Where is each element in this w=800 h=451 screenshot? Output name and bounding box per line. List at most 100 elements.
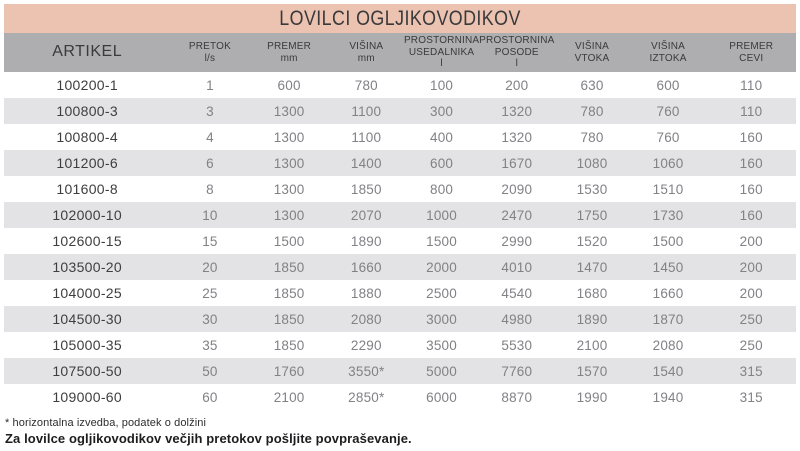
page-title: LOVILCI OGLJIKOVODIKOV (279, 6, 521, 30)
value-cell: 1100 (328, 98, 404, 124)
value-cell: 3000 (403, 306, 480, 332)
value-cell: 1060 (629, 150, 707, 176)
value-cell: 1400 (328, 150, 404, 176)
value-cell: 160 (706, 202, 796, 228)
value-cell: 300 (403, 98, 480, 124)
value-cell: 1500 (652, 233, 684, 249)
value-cell: 1320 (501, 129, 533, 145)
column-header-line: VTOKA (574, 52, 610, 64)
value-cell: 3 (170, 98, 250, 124)
value-cell: 1880 (350, 285, 382, 301)
artikel-cell: 102000-10 (4, 202, 171, 228)
value-cell: 30 (170, 306, 250, 332)
value-cell: 5530 (501, 337, 533, 353)
value-cell: 250 (739, 337, 763, 353)
footnote-horizontal-version: * horizontalna izvedba, podatek o dolžin… (5, 417, 207, 429)
value-cell: 315 (706, 358, 796, 384)
table-header-row: ARTIKEL PRETOK l/s PREMER mm VIŠINA mm PROSTORN… (4, 33, 796, 72)
value-cell: 15 (202, 233, 218, 249)
value-cell: 160 (739, 129, 763, 145)
column-header-line: mm (357, 52, 375, 64)
value-cell: 50 (170, 358, 250, 384)
value-cell: 1850 (350, 181, 382, 197)
column-header-line: USEDALNIKA (408, 46, 475, 58)
value-cell: 1940 (652, 389, 684, 405)
value-cell: 2850* (348, 389, 385, 405)
value-cell: 1890 (554, 306, 630, 332)
value-cell: 2100 (273, 389, 305, 405)
value-cell: 250 (706, 306, 796, 332)
value-cell: 1510 (652, 181, 684, 197)
value-cell: 1500 (426, 233, 457, 249)
column-header-premer: PREMER mm (249, 33, 329, 72)
column-header-line: VIŠINA (575, 40, 610, 52)
value-cell: 1470 (554, 254, 630, 280)
column-header-line: l (515, 58, 518, 70)
value-cell: 2100 (576, 337, 608, 353)
value-cell: 2990 (501, 233, 533, 249)
value-cell: 1870 (629, 306, 707, 332)
artikel-cell: 105000-35 (52, 337, 122, 353)
value-cell: 3500 (426, 337, 457, 353)
value-cell: 2290 (350, 337, 382, 353)
table-row: 102000-10 10 1300 2070 1000 2470 1750 1730 160 (4, 202, 796, 228)
column-header-artikel: ARTIKEL (4, 33, 171, 72)
value-cell: 2090 (501, 181, 533, 197)
column-header-line: l (440, 58, 443, 70)
column-header-line: PROSTORNINA (479, 34, 555, 46)
value-cell: 1300 (273, 129, 305, 145)
artikel-cell: 104000-25 (52, 285, 122, 301)
value-cell: 315 (739, 389, 763, 405)
value-cell: 760 (656, 129, 680, 145)
table-row: 101200-6 6 1300 1400 600 1670 1080 1060 160 (4, 150, 796, 176)
table-row: 109000-60 60 2100 2850* 6000 8870 1990 1940 315 (4, 384, 796, 410)
value-cell: 1540 (629, 358, 707, 384)
value-cell: 600 (403, 150, 480, 176)
value-cell: 1530 (576, 181, 608, 197)
footnote-inquiry: Za lovilce ogljikovodikov večjih pretoko… (5, 430, 412, 446)
footnotes: * horizontalna izvedba, podatek o dolžin… (4, 417, 796, 448)
value-cell: 110 (740, 77, 763, 93)
value-cell: 200 (505, 77, 529, 93)
column-header-visina-iztoka: VIŠINA IZTOKA (629, 33, 707, 72)
value-cell: 1660 (328, 254, 404, 280)
column-header-line: l/s (204, 52, 216, 64)
column-header-line: PRETOK (188, 40, 231, 52)
value-cell: 1300 (249, 150, 329, 176)
column-header-line: PREMER (267, 40, 312, 52)
column-header-line: CEVI (739, 52, 764, 64)
value-cell: 1500 (273, 233, 305, 249)
value-cell: 1300 (273, 181, 305, 197)
value-cell: 1300 (249, 98, 329, 124)
value-cell: 1660 (652, 285, 684, 301)
value-cell: 800 (429, 181, 454, 197)
column-header-line: IZTOKA (649, 52, 687, 64)
value-cell: 1000 (403, 202, 480, 228)
table-row: 101600-8 8 1300 1850 800 2090 1530 1510 160 (4, 176, 796, 202)
column-header-line: VIŠINA (651, 40, 686, 52)
artikel-cell: 102600-15 (52, 233, 122, 249)
table-row: 100200-1 1 600 780 100 200 630 600 110 (4, 72, 796, 98)
header-row: ARTIKEL PRETOK l/s PREMER mm VIŠINA mm PROSTORN… (4, 33, 796, 72)
artikel-cell: 107500-50 (4, 358, 171, 384)
table-row: 100800-4 4 1300 1100 400 1320 780 760 160 (4, 124, 796, 150)
column-header-visina: VIŠINA mm (328, 33, 404, 72)
value-cell: 8870 (501, 389, 533, 405)
value-cell: 4980 (479, 306, 555, 332)
value-cell: 5000 (403, 358, 480, 384)
value-cell: 1850 (249, 254, 329, 280)
column-header-line: mm (280, 52, 298, 64)
value-cell: 2000 (403, 254, 480, 280)
value-cell: 35 (202, 337, 218, 353)
table-row: 104000-25 25 1850 1880 2500 4540 1680 1660 200 (4, 280, 796, 306)
value-cell: 780 (354, 77, 378, 93)
value-cell: 200 (739, 233, 763, 249)
value-cell: 1850 (249, 306, 329, 332)
artikel-cell: 104500-30 (4, 306, 171, 332)
artikel-cell: 100800-3 (4, 98, 171, 124)
value-cell: 760 (629, 98, 707, 124)
table-row: 104500-30 30 1850 2080 3000 4980 1890 1870 250 (4, 306, 796, 332)
column-header-prostornina-usedalnika: PROSTORNINA USEDALNIKA l (403, 33, 480, 72)
value-cell: 2080 (328, 306, 404, 332)
